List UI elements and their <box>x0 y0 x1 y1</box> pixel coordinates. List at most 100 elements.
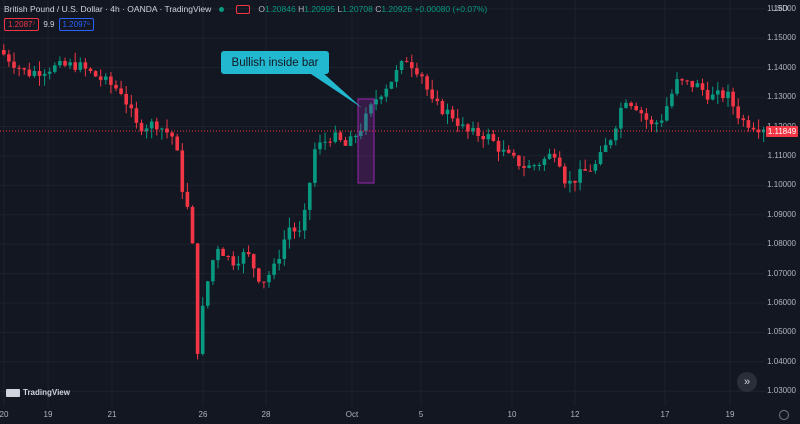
currency-label[interactable]: USD <box>771 4 788 13</box>
candle-body <box>277 258 281 264</box>
trade-buttons: 1.2087⁷ 9.9 1.2097⁶ <box>4 18 95 31</box>
candle-body <box>93 71 98 77</box>
candle-body <box>619 107 623 129</box>
candle-body <box>32 71 37 77</box>
candle-body <box>149 121 154 129</box>
candle-body <box>435 98 440 102</box>
candle-body <box>578 169 582 183</box>
price-tick: 1.05000 <box>767 327 796 337</box>
symbol-title: British Pound / U.S. Dollar · 4h · OANDA… <box>4 4 212 14</box>
candle-body <box>236 263 241 266</box>
candlestick-chart[interactable] <box>0 0 766 406</box>
candle-body <box>22 68 26 70</box>
candle-body <box>17 67 21 69</box>
candle-body <box>455 118 460 126</box>
high-label: H <box>298 4 305 14</box>
candle-body <box>155 121 159 130</box>
tradingview-logo-text: TradingView <box>23 388 70 397</box>
time-tick: 28 <box>261 410 271 419</box>
annotation-callout[interactable]: Bullish inside bar <box>221 51 329 74</box>
candle-body <box>466 124 470 132</box>
candle-body <box>532 165 536 167</box>
candle-body <box>608 140 613 146</box>
candle-body <box>486 134 491 140</box>
candle-body <box>552 153 557 158</box>
candle-body <box>644 113 649 120</box>
candle-body <box>262 281 266 283</box>
candle-body <box>425 76 429 90</box>
candle-body <box>323 141 327 143</box>
candle-body <box>272 263 276 275</box>
buy-button[interactable]: 1.2097⁶ <box>58 18 95 31</box>
candle-body <box>231 256 236 266</box>
candle-body <box>537 165 542 167</box>
time-tick: 17 <box>660 410 670 419</box>
candle-body <box>343 140 348 146</box>
candle-body <box>659 120 664 123</box>
candle-body <box>501 149 506 152</box>
candle-body <box>710 94 715 100</box>
candle-body <box>313 149 317 183</box>
chart-area[interactable] <box>0 0 766 406</box>
candle-body <box>399 61 404 71</box>
candle-body <box>670 93 674 107</box>
candle-body <box>741 118 746 121</box>
open-label: O <box>258 4 265 14</box>
candle-body <box>496 140 501 152</box>
candle-body <box>83 62 88 69</box>
candle-body <box>506 149 511 153</box>
candle-body <box>542 158 547 166</box>
sell-button[interactable]: 1.2087⁷ <box>4 18 40 31</box>
candle-body <box>114 84 118 89</box>
candle-body <box>603 145 608 153</box>
price-tick: 1.16000 <box>767 3 796 13</box>
candle-body <box>180 150 185 192</box>
candle-body <box>119 88 123 94</box>
candle-body <box>685 80 689 82</box>
candle-body <box>338 132 343 141</box>
tradingview-logo-icon <box>6 388 20 397</box>
candle-body <box>185 191 190 207</box>
time-tick: 26 <box>198 410 208 419</box>
price-axis[interactable]: 1.160001.150001.140001.130001.120001.110… <box>765 0 800 406</box>
visibility-icon[interactable] <box>235 5 250 15</box>
candle-body <box>134 108 139 123</box>
low-value: 1.20708 <box>342 4 373 14</box>
candle-body <box>129 104 134 109</box>
candle-body <box>721 90 725 99</box>
candle-body <box>42 73 47 76</box>
candle-body <box>267 274 271 283</box>
candle-body <box>639 110 644 114</box>
candle-body <box>445 109 450 115</box>
candle-body <box>440 101 445 115</box>
change-value: +0.00080 (+0.07%) <box>414 4 488 14</box>
candle-body <box>705 89 710 100</box>
candle-body <box>190 206 195 244</box>
candle-body <box>165 128 169 133</box>
candle-body <box>287 227 292 240</box>
candle-body <box>695 83 700 88</box>
candle-body <box>7 54 11 62</box>
candle-body <box>476 127 480 137</box>
candle-body <box>206 281 210 306</box>
scroll-to-realtime-button[interactable]: » <box>737 372 757 392</box>
annotation-pointer <box>308 72 362 108</box>
time-axis[interactable]: 20 19 21 26 28 Oct 5 10 12 17 19 <box>0 406 765 424</box>
candle-body <box>318 142 322 150</box>
candle-body <box>333 132 338 142</box>
candle-body <box>481 136 485 140</box>
candle-body <box>649 119 654 125</box>
ohlc-values: O1.20846 H1.20995 L1.20708 C1.20926 +0.0… <box>258 4 487 14</box>
settings-icon[interactable] <box>779 410 789 420</box>
candle-body <box>415 68 419 75</box>
price-tick: 1.10000 <box>767 180 796 190</box>
candle-body <box>12 61 16 68</box>
candle-body <box>68 62 72 66</box>
time-tick: 19 <box>43 410 53 419</box>
inside-bar-highlight[interactable] <box>357 98 375 184</box>
candle-body <box>348 136 353 146</box>
price-tick: 1.15000 <box>767 33 796 43</box>
candle-body <box>144 128 149 132</box>
high-value: 1.20995 <box>304 4 335 14</box>
candle-body <box>58 60 62 66</box>
